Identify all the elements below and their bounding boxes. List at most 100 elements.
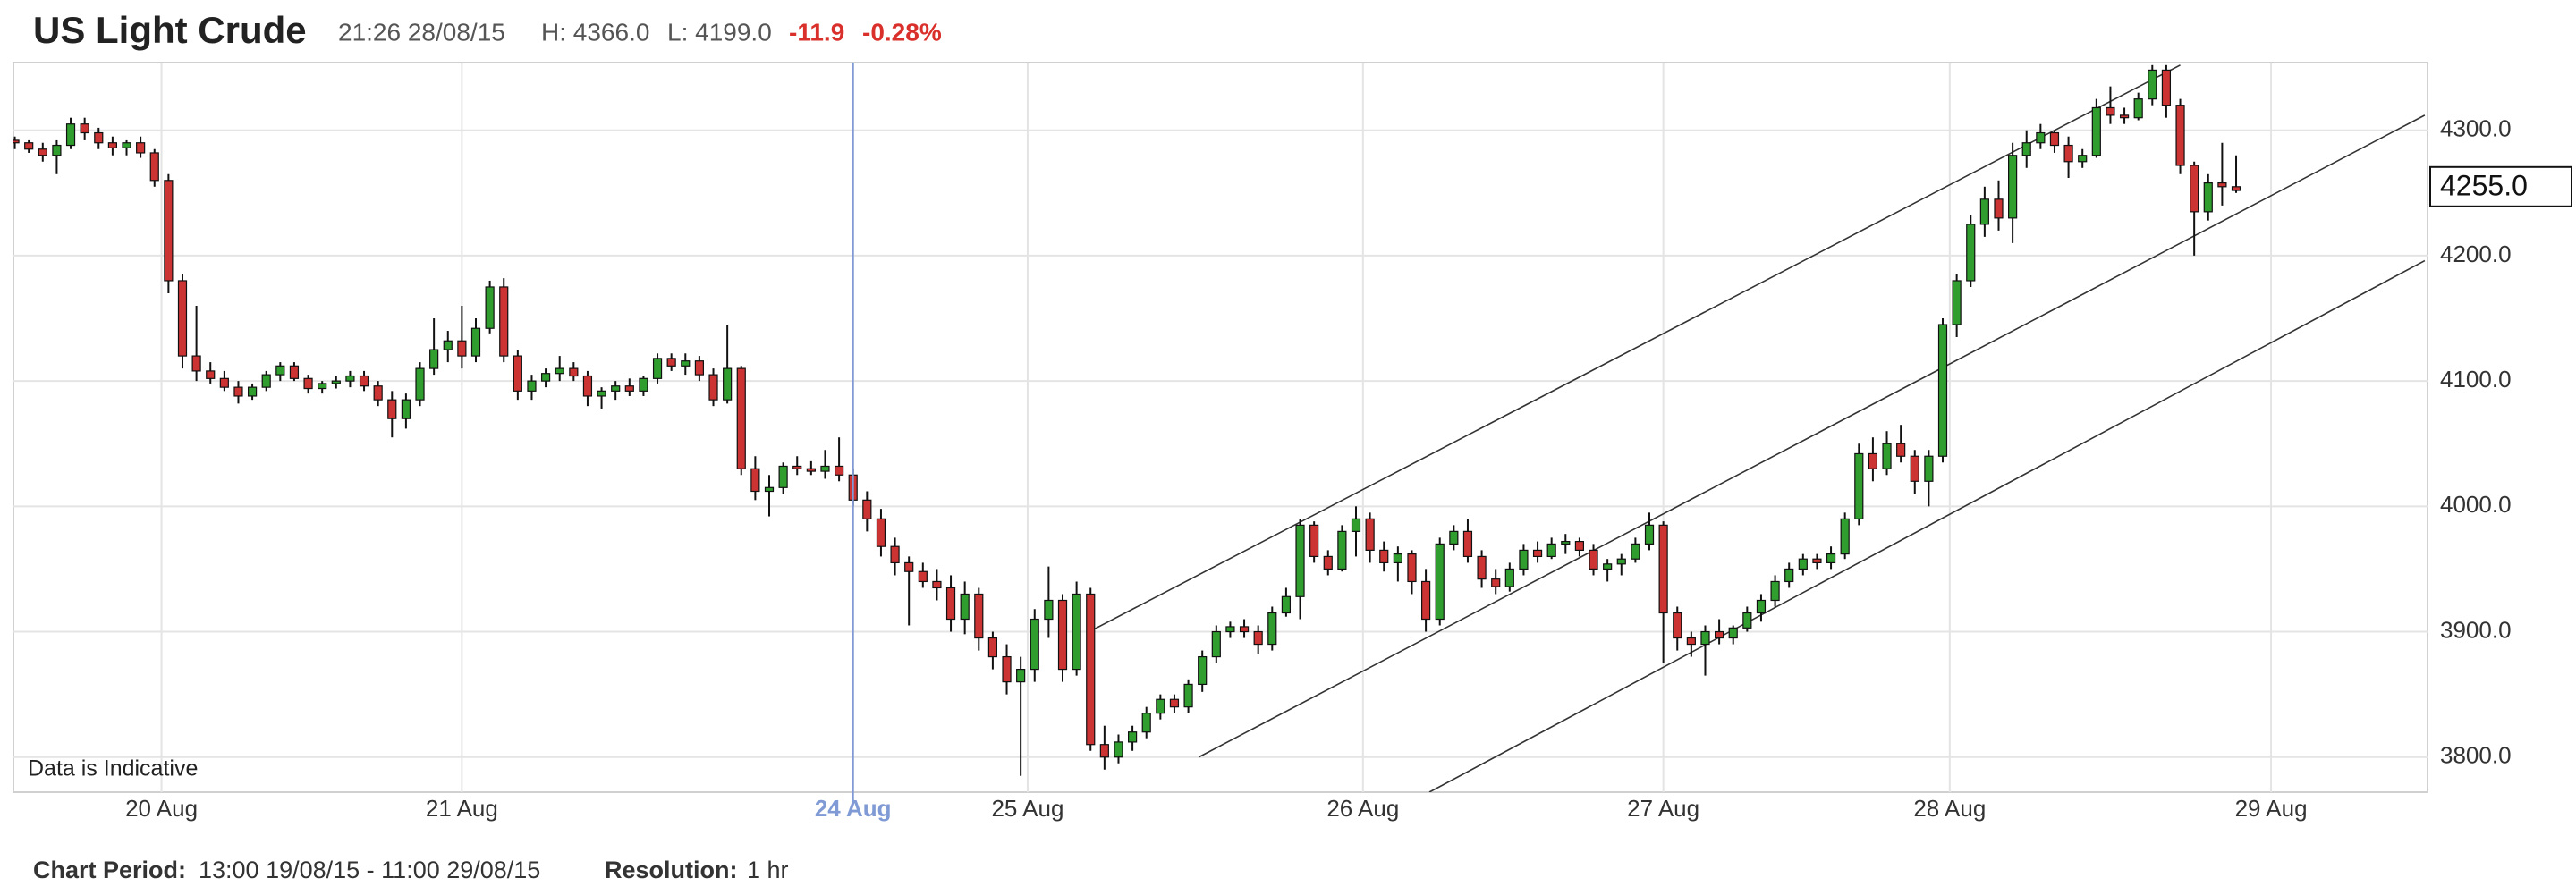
candle-body: [2175, 105, 2185, 166]
candle-body: [2008, 155, 2018, 219]
y-tick-label: 4100.0: [2440, 366, 2512, 393]
candle-body: [1715, 630, 1724, 639]
candle-body: [219, 377, 229, 388]
last-price-label: 4255.0: [2440, 169, 2528, 201]
candle-body: [666, 358, 676, 367]
candle-body: [764, 486, 775, 493]
candle-body: [13, 139, 20, 144]
candle-body: [974, 593, 984, 639]
candle-body: [485, 286, 495, 329]
candle-body: [2161, 69, 2172, 106]
candle-body: [1225, 626, 1235, 633]
candle-body: [136, 142, 146, 154]
quote-low: L: 4199.0: [667, 18, 772, 46]
candle-body: [1631, 543, 1640, 560]
y-tick-label: 3800.0: [2440, 742, 2512, 769]
candle-body: [122, 142, 131, 148]
candle-body: [1267, 612, 1277, 646]
candle-body: [164, 180, 174, 282]
candle-body: [415, 367, 425, 401]
candle-body: [723, 367, 733, 401]
candle-body: [652, 358, 663, 379]
candle-body: [1882, 443, 1892, 469]
candle-body: [191, 355, 201, 372]
x-tick-label: 24 Aug: [815, 795, 892, 822]
candle-body: [1519, 549, 1529, 570]
candle-body: [2106, 106, 2115, 116]
candle-body: [890, 545, 900, 564]
candle-body: [1826, 553, 1836, 564]
candle-body: [401, 399, 411, 419]
candle-body: [904, 561, 914, 572]
candle-body: [1127, 731, 1138, 743]
candle-body: [1072, 593, 1081, 671]
candle-body: [1952, 280, 1962, 325]
candle-body: [1435, 543, 1445, 621]
candle-body: [1156, 698, 1165, 714]
candle-body: [1365, 518, 1375, 552]
candle-body: [149, 152, 159, 182]
candle-body: [2078, 155, 2088, 163]
candle-body: [1239, 626, 1250, 633]
candle-body: [1574, 540, 1585, 552]
candle-body: [1644, 524, 1655, 545]
candle-body: [1002, 655, 1012, 683]
candle-body: [275, 365, 285, 376]
candle-body: [1979, 198, 1989, 225]
candle-body: [611, 385, 621, 392]
candle-body: [1966, 224, 1976, 282]
candle-body: [1323, 555, 1333, 570]
candle-body: [1099, 744, 1109, 758]
candle-body: [1044, 599, 1054, 621]
candle-body: [597, 390, 606, 397]
candle-body: [2231, 186, 2241, 191]
resolution: 1 hr: [747, 857, 789, 883]
quote-change-pct: -0.28%: [862, 18, 942, 46]
candle-body: [945, 587, 956, 621]
candle-body: [457, 340, 467, 357]
candle-body: [1253, 630, 1263, 646]
candle-body: [2063, 144, 2073, 163]
candle-body: [1896, 443, 1906, 457]
candle-body: [1756, 599, 1767, 614]
candle-body: [750, 468, 760, 493]
candle-body: [2119, 114, 2130, 119]
candle-body: [429, 349, 439, 369]
candle-body: [52, 144, 62, 156]
candle-body: [2148, 69, 2157, 100]
candle-body: [1449, 530, 1459, 545]
candle-body: [540, 373, 551, 382]
candle-body: [1532, 549, 1543, 558]
candle-body: [1770, 580, 1780, 602]
candle-body: [806, 468, 816, 472]
trend-line: [1428, 259, 2426, 792]
candle-body: [1686, 637, 1696, 646]
candle-body: [1673, 612, 1682, 639]
candle-body: [2217, 182, 2227, 188]
candle-body: [247, 386, 258, 397]
candle-body: [2049, 131, 2060, 147]
candle-body: [694, 360, 705, 376]
plot-frame: [13, 62, 2428, 793]
resolution-label: Resolution:: [605, 857, 738, 883]
x-tick-label: 25 Aug: [991, 795, 1063, 822]
candle-body: [1924, 455, 1934, 482]
candle-body: [470, 327, 481, 357]
candle-body: [1854, 452, 1864, 519]
candle-body: [1616, 558, 1626, 565]
candle-body: [24, 142, 34, 150]
candle-body: [1504, 568, 1514, 587]
x-tick-label: 27 Aug: [1627, 795, 1699, 822]
candle-body: [582, 375, 593, 397]
trend-line: [1089, 64, 2181, 633]
candle-body: [206, 370, 216, 379]
candle-body: [94, 131, 104, 144]
chart-title: US Light Crude: [33, 9, 307, 51]
candle-body: [1421, 580, 1431, 621]
candle-body: [345, 375, 355, 382]
plot: [13, 63, 2428, 792]
candle-body: [2203, 182, 2213, 213]
y-tick-label: 4000.0: [2440, 491, 2512, 518]
candle-body: [443, 340, 453, 350]
